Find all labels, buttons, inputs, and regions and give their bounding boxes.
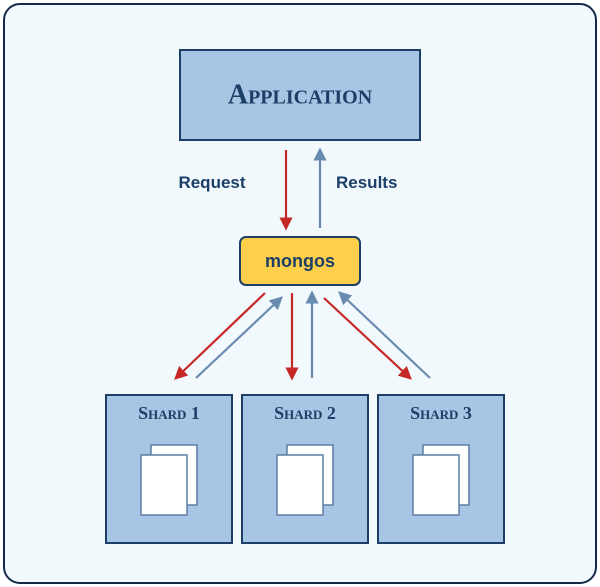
shard-label-3: Shard 3	[410, 403, 472, 423]
document-icon	[277, 455, 323, 515]
request-label: Request	[178, 173, 245, 192]
shard-box-2: Shard 2	[242, 395, 368, 543]
shard-label-2: Shard 2	[274, 403, 336, 423]
mongos-label: mongos	[265, 251, 335, 271]
results-label: Results	[336, 173, 397, 192]
document-icon	[413, 455, 459, 515]
application-label: Application	[228, 80, 373, 111]
shard-box-1: Shard 1	[106, 395, 232, 543]
shard-label-1: Shard 1	[138, 403, 200, 423]
document-icon	[141, 455, 187, 515]
shard-box-3: Shard 3	[378, 395, 504, 543]
